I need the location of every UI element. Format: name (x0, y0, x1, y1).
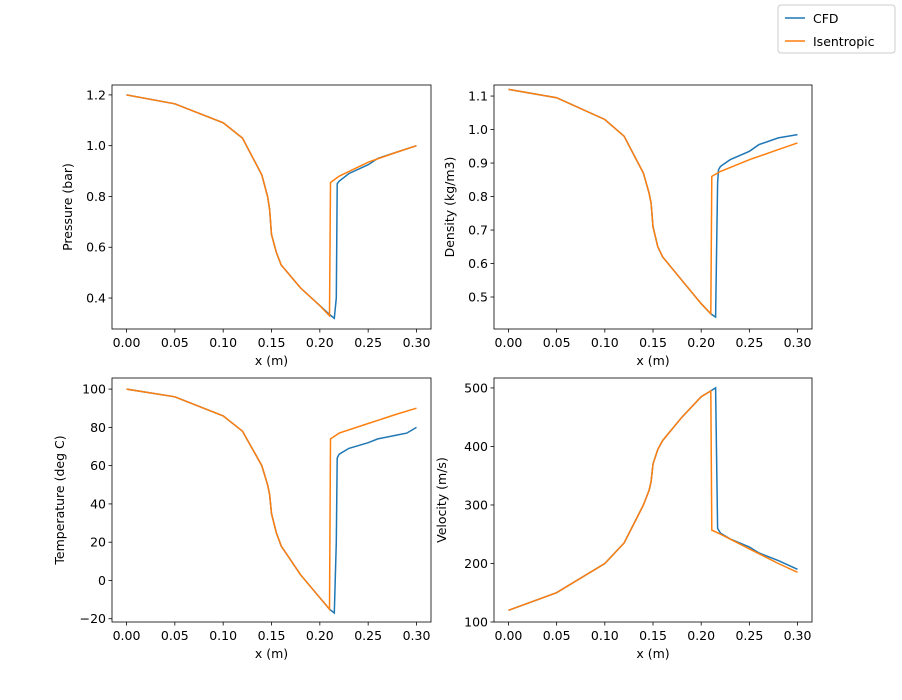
y-axis-label: Velocity (m/s) (434, 457, 449, 543)
legend-isentropic-label: Isentropic (813, 34, 875, 49)
y-tick-label: 0 (98, 573, 106, 588)
x-tick-label: 0.30 (403, 628, 431, 643)
x-tick-label: 0.30 (784, 628, 812, 643)
x-axis-label: x (m) (636, 353, 669, 368)
y-tick-label: 200 (464, 556, 488, 571)
x-axis-label: x (m) (255, 646, 288, 661)
legend: CFD Isentropic (777, 4, 896, 54)
x-tick-label: 0.10 (209, 628, 237, 643)
series-isentropic-line (126, 94, 417, 318)
y-axis-label: Density (kg/m3) (442, 157, 457, 258)
y-tick-label: 0.4 (86, 291, 106, 306)
legend-cfd-label: CFD (813, 11, 839, 26)
x-tick-label: 0.25 (735, 335, 763, 350)
y-tick-label: 60 (90, 458, 106, 473)
subplot-density: 0.00 0.05 0.10 0.15 0.20 0.25 0.30 0.5 0.6 0.7 0.8… (442, 84, 813, 368)
y-tick-label: 20 (90, 535, 106, 550)
x-tick-label: 0.25 (735, 628, 763, 643)
x-tick-label: 0.00 (495, 335, 523, 350)
y-tick-label: 0.5 (468, 290, 488, 305)
y-tick-label: 0.7 (468, 223, 488, 238)
x-tick-label: 0.00 (113, 628, 141, 643)
x-tick-label: 0.20 (306, 335, 334, 350)
y-tick-label: 100 (82, 382, 106, 397)
y-tick-label: −20 (80, 611, 106, 626)
y-tick-label: 0.6 (86, 240, 106, 255)
y-tick-label: 0.8 (468, 189, 488, 204)
y-tick-label: 1.0 (86, 138, 106, 153)
x-tick-label: 0.15 (639, 335, 667, 350)
x-tick-label: 0.30 (784, 335, 812, 350)
series-isentropic-line (508, 389, 798, 612)
x-axis-label: x (m) (255, 353, 288, 368)
x-axis-label: x (m) (636, 646, 669, 661)
y-tick-label: 1.0 (468, 122, 488, 137)
x-tick-label: 0.10 (209, 335, 237, 350)
x-tick-label: 0.05 (161, 335, 189, 350)
y-tick-label: 0.6 (468, 256, 488, 271)
subplot-velocity: 0.00 0.05 0.10 0.15 0.20 0.25 0.30 100 200 300 400… (434, 377, 813, 661)
x-tick-label: 0.20 (687, 335, 715, 350)
x-tick-label: 0.05 (161, 628, 189, 643)
x-tick-label: 0.30 (403, 335, 431, 350)
x-tick-label: 0.25 (354, 335, 382, 350)
x-tick-label: 0.05 (543, 335, 571, 350)
x-tick-label: 0.00 (113, 335, 141, 350)
series-isentropic-line (126, 388, 417, 612)
subplot-pressure: 0.00 0.05 0.10 0.15 0.20 0.25 0.30 0.4 0.6 0.8 1.0… (60, 84, 432, 368)
y-tick-label: 400 (464, 439, 488, 454)
subplot-temperature: 0.00 0.05 0.10 0.15 0.20 0.25 0.30 −20 0 20 40 60 80… (52, 377, 432, 661)
x-tick-label: 0.10 (591, 628, 619, 643)
series-isentropic-line (508, 88, 798, 316)
y-tick-label: 0.8 (86, 189, 106, 204)
x-tick-label: 0.20 (306, 628, 334, 643)
x-tick-label: 0.10 (591, 335, 619, 350)
y-tick-label: 300 (464, 497, 488, 512)
y-tick-label: 100 (464, 615, 488, 630)
y-axis-label: Pressure (bar) (60, 163, 75, 251)
x-tick-label: 0.15 (258, 335, 286, 350)
y-axis-label: Temperature (deg C) (52, 435, 67, 565)
x-tick-label: 0.15 (639, 628, 667, 643)
x-tick-label: 0.25 (354, 628, 382, 643)
y-tick-label: 1.2 (86, 87, 106, 102)
x-tick-label: 0.20 (687, 628, 715, 643)
y-tick-label: 80 (90, 420, 106, 435)
y-tick-label: 1.1 (468, 89, 488, 104)
x-tick-label: 0.05 (543, 628, 571, 643)
y-tick-label: 0.9 (468, 156, 488, 171)
x-tick-label: 0.15 (258, 628, 286, 643)
y-tick-label: 500 (464, 380, 488, 395)
x-tick-label: 0.00 (495, 628, 523, 643)
y-tick-label: 40 (90, 496, 106, 511)
